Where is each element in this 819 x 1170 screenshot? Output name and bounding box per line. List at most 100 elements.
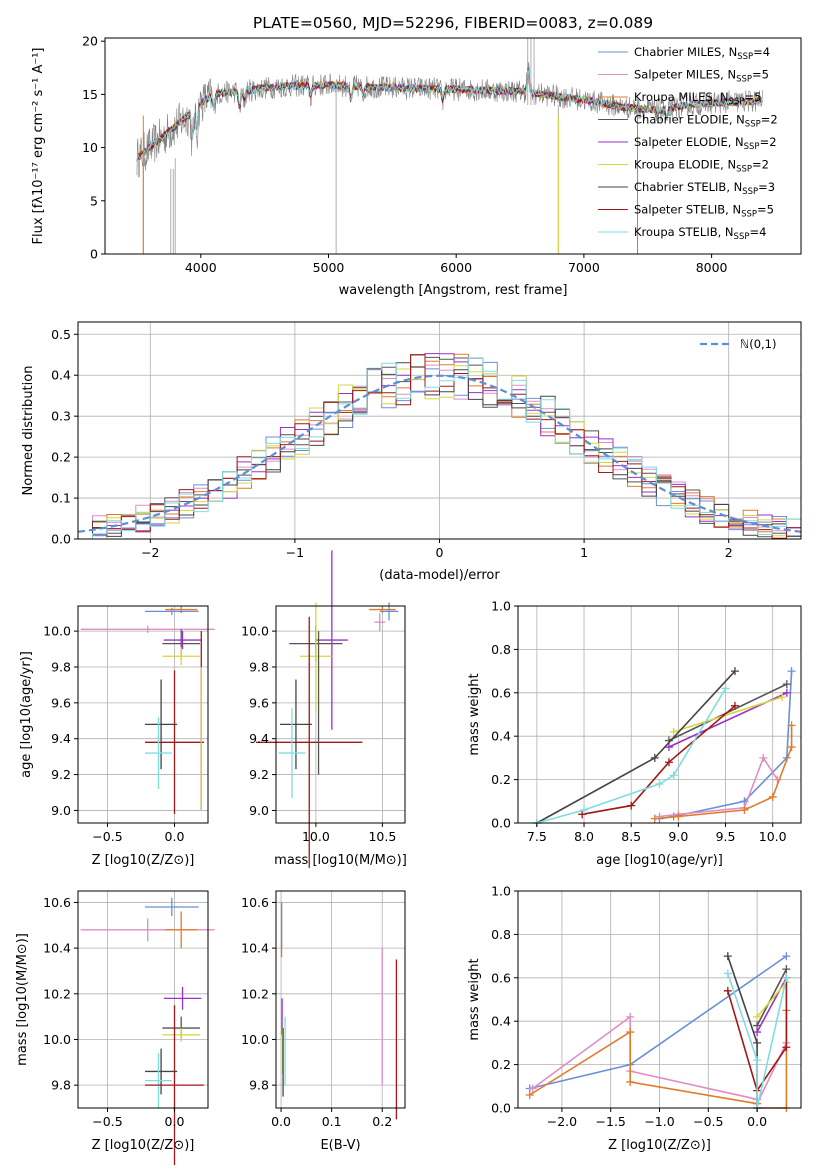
y-tick-label: 9.2 <box>51 767 71 782</box>
axes-frame <box>77 605 209 824</box>
x-tick-label: 1 <box>580 545 588 560</box>
legend-entry: Kroupa MILES, NSSP=5 <box>634 90 761 107</box>
x-tick-label: 7.5 <box>527 829 547 844</box>
series-marker <box>730 701 739 710</box>
y-axis-label: age [log10(age/yr)] <box>19 651 34 778</box>
series-marker <box>650 753 659 762</box>
y-tick-label: 0.4 <box>491 729 511 744</box>
legend-subscript: SSP <box>736 165 752 175</box>
y-axis-label: Flux [fλ10⁻¹⁷ erg cm⁻² s⁻¹ A⁻¹] <box>31 48 46 245</box>
y-tick-label: 1.0 <box>491 884 511 899</box>
series-line <box>532 1015 788 1105</box>
y-tick-label: 5 <box>90 193 98 208</box>
series-marker <box>669 727 678 736</box>
y-tick-label: 0.2 <box>51 450 71 465</box>
series-marker <box>778 693 787 702</box>
x-axis-label: E(B-V) <box>320 1138 360 1153</box>
y-tick-label: 0.8 <box>491 927 511 942</box>
y-tick-label: 0.4 <box>51 368 71 383</box>
y-tick-label: 1.0 <box>491 599 511 614</box>
series-line <box>581 705 736 816</box>
series-marker <box>655 779 664 788</box>
legend-text: Kroupa ELODIE, N <box>634 158 736 172</box>
series-marker <box>782 688 791 697</box>
series-marker <box>787 743 796 752</box>
legend-entry: Salpeter MILES, NSSP=5 <box>634 68 769 85</box>
legend-entry: Chabrier MILES, NSSP=4 <box>634 45 770 62</box>
histogram-salpeter-stelib <box>78 354 801 540</box>
x-tick-label: 0.2 <box>372 1114 392 1129</box>
legend-text: Chabrier MILES, N <box>634 45 737 59</box>
legend-subscript: SSP <box>744 142 760 152</box>
y-tick-label: 9.8 <box>249 1078 269 1093</box>
series-line <box>673 696 783 733</box>
x-tick-label: −0.5 <box>693 1114 723 1129</box>
y-axis-label: Normed distribution <box>21 366 36 496</box>
legend-value: =4 <box>749 225 766 239</box>
legend-subscript: SSP <box>736 75 752 85</box>
x-tick-label: 4000 <box>185 260 217 275</box>
x-tick-label: 0.1 <box>322 1114 342 1129</box>
y-tick-label: 10.4 <box>241 941 269 956</box>
series-marker <box>730 667 739 676</box>
legend-entry: Salpeter ELODIE, NSSP=2 <box>634 135 777 152</box>
series-marker <box>753 1056 762 1065</box>
x-tick-label: 0.0 <box>165 1114 185 1129</box>
y-tick-label: 0.0 <box>51 532 71 547</box>
legend-text: Chabrier ELODIE, N <box>634 113 745 127</box>
x-tick-label: 7000 <box>568 260 600 275</box>
x-tick-label: 5000 <box>313 260 345 275</box>
y-tick-label: 20 <box>82 34 98 49</box>
y-tick-label: 0.2 <box>491 1057 511 1072</box>
y-axis-label: mass weight <box>467 673 482 755</box>
y-tick-label: 10.2 <box>43 986 71 1001</box>
histogram-chabrier-stelib <box>78 362 801 540</box>
axes-frame <box>517 605 802 824</box>
x-tick-label: 10.0 <box>759 829 787 844</box>
series-line <box>756 977 788 1033</box>
legend-value: =2 <box>760 135 777 149</box>
y-tick-label: 9.8 <box>51 1078 71 1093</box>
series-marker <box>723 986 732 995</box>
series-marker <box>580 805 589 814</box>
y-tick-label: 9.6 <box>51 695 71 710</box>
series-line <box>529 955 787 1090</box>
legend-text: Chabrier STELIB, N <box>634 180 742 194</box>
y-tick-label: 0 <box>90 247 98 262</box>
y-tick-label: 10.0 <box>43 1032 71 1047</box>
axes-frame <box>275 605 406 824</box>
series-marker <box>664 758 673 767</box>
chart-title: PLATE=0560, MJD=52296, FIBERID=0083, z=0… <box>253 14 653 32</box>
legend-entry: Kroupa STELIB, NSSP=4 <box>634 225 766 242</box>
x-tick-label: 8.5 <box>621 829 641 844</box>
legend-subscript: SSP <box>737 52 753 62</box>
y-tick-label: 10.6 <box>241 895 269 910</box>
legend-entry: Salpeter STELIB, NSSP=5 <box>634 203 774 220</box>
histogram-kroupa-stelib <box>78 357 801 540</box>
series-marker <box>753 1012 762 1021</box>
legend-entry: Chabrier ELODIE, NSSP=2 <box>634 113 778 130</box>
legend-entry: Kroupa ELODIE, NSSP=2 <box>634 158 769 175</box>
x-tick-label: −0.5 <box>92 829 122 844</box>
y-tick-label: 9.0 <box>51 803 71 818</box>
series-marker <box>528 1084 537 1093</box>
y-tick-label: 0.0 <box>491 1101 511 1116</box>
legend-value: =5 <box>744 90 761 104</box>
legend-text: Salpeter ELODIE, N <box>634 135 744 149</box>
x-tick-label: 2 <box>725 545 733 560</box>
legend-subscript: SSP <box>729 97 745 107</box>
x-tick-label: 0.0 <box>271 1114 291 1129</box>
legend-text: Kroupa STELIB, N <box>634 225 734 239</box>
y-tick-label: 0.3 <box>51 409 71 424</box>
x-tick-label: −1.0 <box>644 1114 674 1129</box>
y-tick-label: 10.0 <box>241 1032 269 1047</box>
series-marker <box>753 1028 762 1037</box>
axes-frame <box>77 890 209 1109</box>
x-tick-label: 0 <box>436 545 444 560</box>
y-tick-label: 9.6 <box>249 695 269 710</box>
y-tick-label: 9.8 <box>249 659 269 674</box>
y-tick-label: 0.6 <box>491 685 511 700</box>
series-marker <box>626 1012 635 1021</box>
normal-curve <box>77 374 802 533</box>
